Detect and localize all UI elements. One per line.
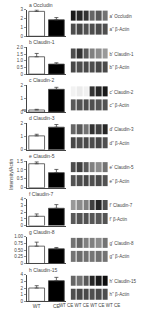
svg-text:h'' β-Actin: h'' β-Actin [110,292,130,297]
svg-text:d Claudin-3: d Claudin-3 [29,115,55,121]
svg-text:g Claudin-8: g Claudin-8 [29,229,55,235]
svg-text:3: 3 [20,279,23,284]
svg-text:0.5: 0.5 [17,176,24,181]
svg-text:2: 2 [20,83,23,88]
svg-text:Intensity/Actin: Intensity/Actin [8,159,14,190]
svg-text:4: 4 [20,197,23,202]
svg-text:e'' β-Actin: e'' β-Actin [110,179,130,184]
svg-text:1.0: 1.0 [17,168,24,173]
svg-text:**: ** [22,108,26,114]
svg-text:3: 3 [20,7,23,12]
svg-text:a Occludin: a Occludin [29,2,53,8]
svg-text:d'' β-Actin: d'' β-Actin [110,141,130,146]
svg-text:0: 0 [20,147,23,152]
svg-text:2: 2 [20,16,23,21]
svg-text:0.5: 0.5 [17,65,24,70]
svg-text:b'' β-Actin: b'' β-Actin [110,65,130,70]
svg-text:c' Claudin-2: c' Claudin-2 [110,90,134,95]
svg-text:2: 2 [20,210,23,215]
svg-text:2: 2 [20,286,23,291]
svg-text:2: 2 [20,121,23,126]
svg-text:g' Claudin-8: g' Claudin-8 [110,241,134,246]
svg-text:0: 0 [20,299,23,304]
svg-text:e' Claudin-5: e' Claudin-5 [110,165,134,170]
svg-text:h' Claudin-15: h' Claudin-15 [110,279,137,284]
svg-text:0: 0 [20,223,23,228]
svg-text:WT CE WT CE WT CE WT CE: WT CE WT CE WT CE WT CE [59,303,120,308]
svg-text:a' Occludin: a' Occludin [110,14,133,19]
svg-text:0: 0 [20,72,23,77]
svg-text:4: 4 [20,272,23,277]
svg-text:0: 0 [20,185,23,190]
svg-text:0: 0 [20,110,23,115]
svg-text:a'' β-Actin: a'' β-Actin [110,27,130,32]
svg-text:1: 1 [20,96,23,101]
svg-text:1.5: 1.5 [17,159,24,164]
svg-text:b Claudin-1: b Claudin-1 [29,39,55,45]
svg-text:e Claudin-5: e Claudin-5 [29,153,55,159]
svg-text:0: 0 [20,261,23,266]
svg-text:1: 1 [20,134,23,139]
svg-text:1: 1 [20,292,23,297]
svg-text:0.75: 0.75 [14,241,23,246]
svg-text:1.5: 1.5 [17,52,24,57]
svg-text:CE: CE [53,303,61,309]
svg-text:1: 1 [20,25,23,30]
svg-text:0: 0 [20,34,23,39]
svg-text:c Claudin-2: c Claudin-2 [29,77,55,83]
svg-text:b' Claudin-1: b' Claudin-1 [110,52,134,57]
svg-text:d' Claudin-3: d' Claudin-3 [110,127,134,132]
svg-text:0.25: 0.25 [14,254,23,259]
svg-text:f' Claudin-7: f' Claudin-7 [110,203,133,208]
svg-text:0.50: 0.50 [14,248,23,253]
svg-text:2.0: 2.0 [17,45,24,50]
svg-text:g'' β-Actin: g'' β-Actin [110,254,130,259]
svg-text:h Claudin-15: h Claudin-15 [29,267,58,273]
svg-text:3: 3 [20,203,23,208]
svg-text:f Claudin-7: f Claudin-7 [29,191,53,197]
svg-text:f' β-Actin: f' β-Actin [110,217,128,222]
svg-text:1.00: 1.00 [14,234,23,239]
svg-text:WT: WT [33,303,41,309]
svg-text:1: 1 [20,217,23,222]
svg-text:c'' β-Actin: c'' β-Actin [110,103,130,108]
svg-text:1.0: 1.0 [17,58,24,63]
